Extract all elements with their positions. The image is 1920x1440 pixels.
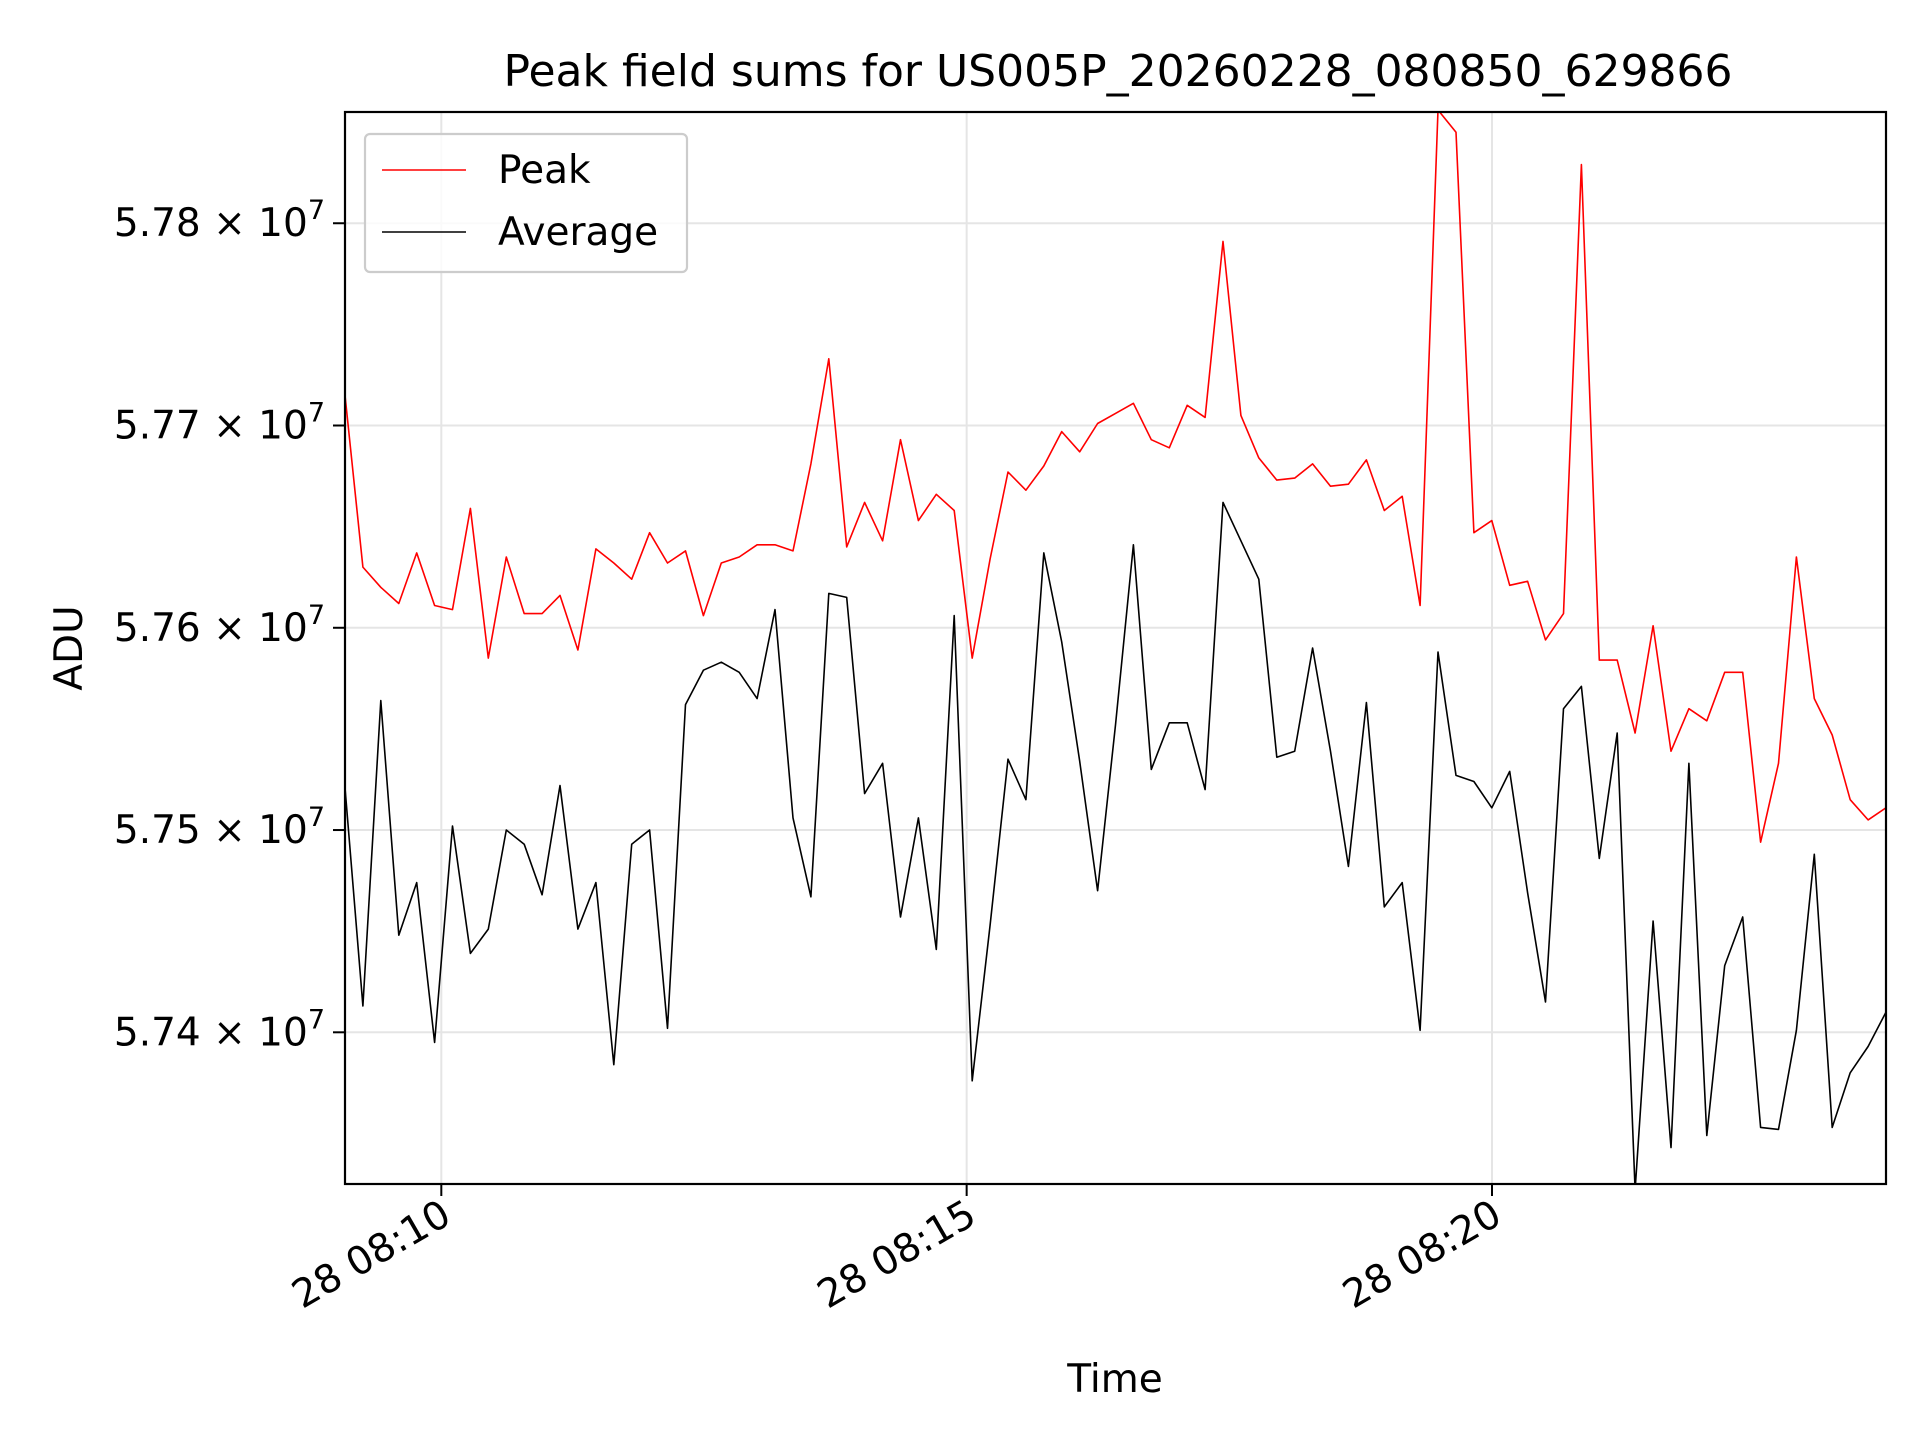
plot-frame xyxy=(343,110,1888,1186)
legend-box xyxy=(363,132,689,274)
series-line-average xyxy=(345,501,1886,1184)
series-line-peak xyxy=(345,112,1886,844)
y-tick-label: 5.78 × 107 xyxy=(114,195,325,246)
y-axis-label: ADU xyxy=(47,605,92,690)
y-tick-label: 5.76 × 107 xyxy=(114,600,325,651)
x-axis-label: Time xyxy=(1066,1357,1162,1402)
legend-entry-average: Average xyxy=(498,210,658,255)
legend-entry-peak: Peak xyxy=(498,148,591,193)
y-tick-label: 5.75 × 107 xyxy=(114,802,325,853)
series-lines xyxy=(345,112,1886,1184)
legend: Peak Average xyxy=(363,132,689,274)
y-tick-label: 5.77 × 107 xyxy=(114,398,325,449)
grid xyxy=(345,112,1886,1184)
y-tick-label: 5.74 × 107 xyxy=(114,1004,325,1055)
chart-title: Peak field sums for US005P_20260228_0808… xyxy=(504,46,1733,97)
